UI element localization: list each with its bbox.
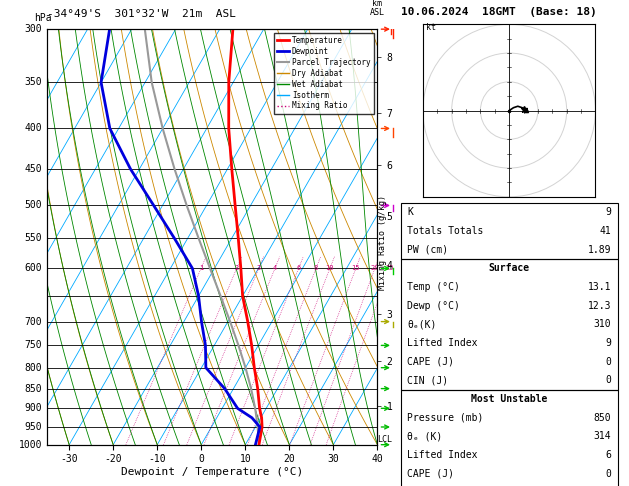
Text: 450: 450 (25, 164, 42, 174)
Bar (401, 259, 618, 390)
Text: 950: 950 (25, 422, 42, 432)
Text: Lifted Index: Lifted Index (407, 338, 477, 348)
Text: 10.06.2024  18GMT  (Base: 18): 10.06.2024 18GMT (Base: 18) (401, 7, 596, 17)
Text: CAPE (J): CAPE (J) (407, 357, 454, 367)
Text: 3: 3 (257, 265, 261, 271)
Text: 310: 310 (594, 319, 611, 330)
Text: K: K (407, 208, 413, 217)
Text: 1000: 1000 (19, 440, 42, 450)
Text: 15: 15 (352, 265, 360, 271)
Text: θₑ (K): θₑ (K) (407, 432, 442, 441)
Text: CIN (J): CIN (J) (407, 376, 448, 385)
X-axis label: Dewpoint / Temperature (°C): Dewpoint / Temperature (°C) (121, 467, 303, 477)
Bar (401, 203, 618, 259)
Legend: Temperature, Dewpoint, Parcel Trajectory, Dry Adiabat, Wet Adiabat, Isotherm, Mi: Temperature, Dewpoint, Parcel Trajectory… (274, 33, 374, 114)
Text: 41: 41 (599, 226, 611, 236)
Text: 0: 0 (605, 376, 611, 385)
Text: 314: 314 (594, 432, 611, 441)
Text: 500: 500 (25, 200, 42, 210)
Text: -34°49'S  301°32'W  21m  ASL: -34°49'S 301°32'W 21m ASL (47, 9, 236, 19)
Text: 750: 750 (25, 340, 42, 350)
Text: 700: 700 (25, 316, 42, 327)
Text: 300: 300 (25, 24, 42, 34)
Text: 1: 1 (199, 265, 203, 271)
Text: Lifted Index: Lifted Index (407, 450, 477, 460)
Text: 8: 8 (314, 265, 318, 271)
Text: 850: 850 (594, 413, 611, 423)
Text: Temp (°C): Temp (°C) (407, 282, 460, 292)
Text: Mixing Ratio (g/kg): Mixing Ratio (g/kg) (378, 195, 387, 291)
Text: Totals Totals: Totals Totals (407, 226, 484, 236)
Text: LCL: LCL (377, 435, 392, 444)
Text: 550: 550 (25, 233, 42, 243)
Text: PW (cm): PW (cm) (407, 245, 448, 255)
Text: 9: 9 (605, 338, 611, 348)
Text: 900: 900 (25, 403, 42, 413)
Text: 10: 10 (326, 265, 334, 271)
Text: 1.89: 1.89 (587, 245, 611, 255)
Text: 25: 25 (386, 265, 394, 271)
Bar (401, 390, 618, 486)
Text: 4: 4 (273, 265, 277, 271)
Text: θₑ(K): θₑ(K) (407, 319, 437, 330)
Text: km
ASL: km ASL (370, 0, 385, 17)
Text: hPa: hPa (34, 13, 52, 23)
Text: kt: kt (426, 23, 436, 32)
Text: 2: 2 (235, 265, 239, 271)
Text: Most Unstable: Most Unstable (471, 394, 547, 404)
Text: 12.3: 12.3 (587, 301, 611, 311)
Text: CAPE (J): CAPE (J) (407, 469, 454, 479)
Text: 0: 0 (605, 469, 611, 479)
Text: 20: 20 (370, 265, 379, 271)
Text: 800: 800 (25, 363, 42, 373)
Text: 350: 350 (25, 77, 42, 87)
Text: 600: 600 (25, 263, 42, 274)
Text: Dewp (°C): Dewp (°C) (407, 301, 460, 311)
Text: 400: 400 (25, 123, 42, 134)
Text: Surface: Surface (489, 263, 530, 274)
Text: 0: 0 (605, 357, 611, 367)
Text: 6: 6 (296, 265, 301, 271)
Text: 9: 9 (605, 208, 611, 217)
Text: 13.1: 13.1 (587, 282, 611, 292)
Text: 850: 850 (25, 383, 42, 394)
Text: Pressure (mb): Pressure (mb) (407, 413, 484, 423)
Text: 6: 6 (605, 450, 611, 460)
